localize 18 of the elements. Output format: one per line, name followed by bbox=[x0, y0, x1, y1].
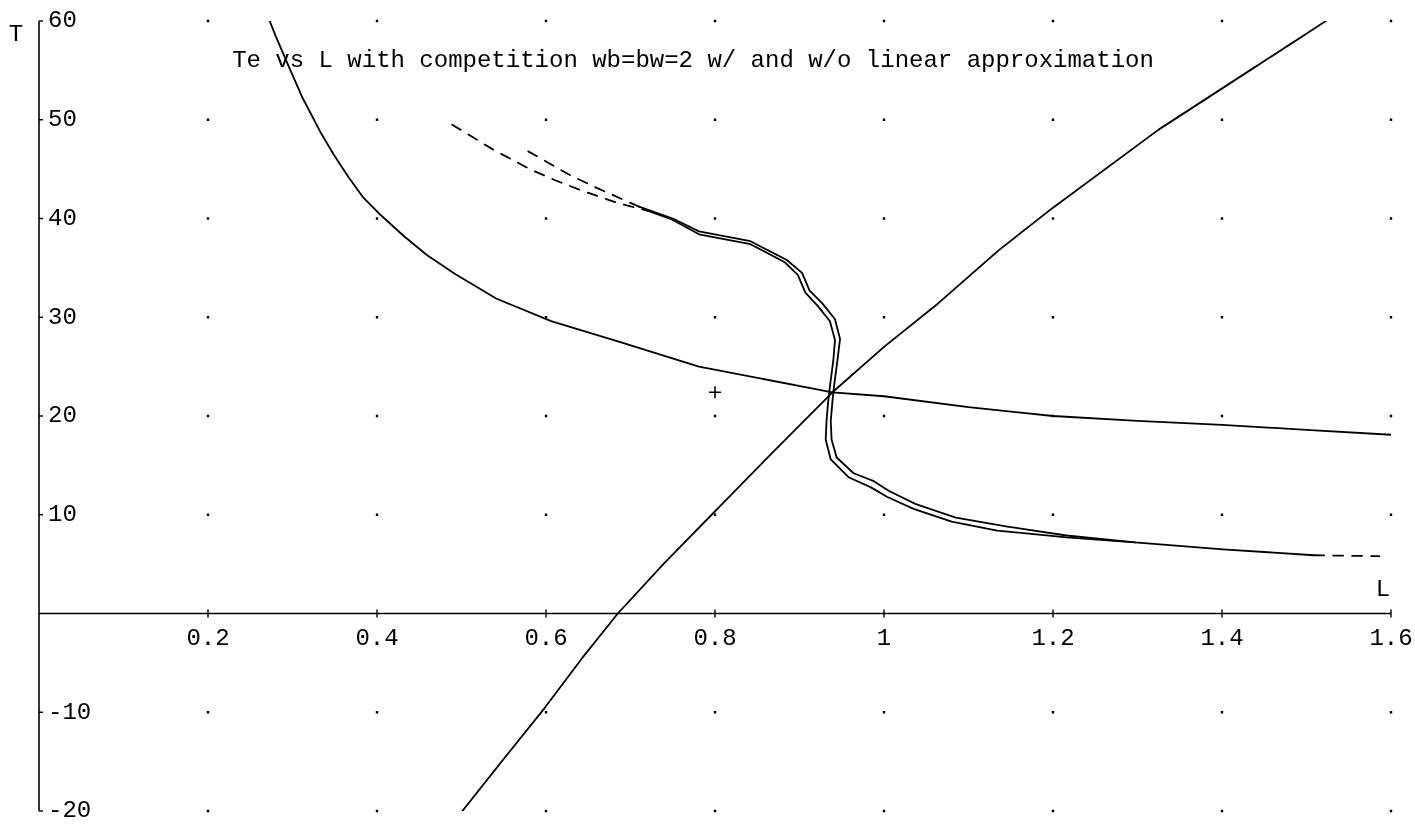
y-tick-label: 20 bbox=[48, 402, 77, 430]
x-tick-label: 1.6 bbox=[1369, 624, 1413, 652]
y-tick-label: 60 bbox=[48, 7, 77, 35]
y-tick-label: -10 bbox=[48, 698, 92, 726]
y-tick-label: 30 bbox=[48, 303, 77, 331]
y-tick-label: 10 bbox=[48, 501, 77, 529]
x-tick-label: 0.8 bbox=[693, 624, 737, 652]
x-tick-label: 0.4 bbox=[355, 624, 399, 652]
y-tick-label: 40 bbox=[48, 204, 77, 232]
x-axis-title: L bbox=[1375, 575, 1391, 603]
x-tick-label: 0.2 bbox=[186, 624, 230, 652]
x-tick-label: 1.2 bbox=[1031, 624, 1075, 652]
x-tick-label: 0.6 bbox=[524, 624, 568, 652]
x-tick-label: 1.4 bbox=[1200, 624, 1244, 652]
y-axis-title: T bbox=[8, 21, 24, 49]
x-tick-label: 1 bbox=[876, 624, 892, 652]
y-tick-label: -20 bbox=[48, 797, 92, 824]
y-tick-label: 50 bbox=[48, 106, 77, 134]
